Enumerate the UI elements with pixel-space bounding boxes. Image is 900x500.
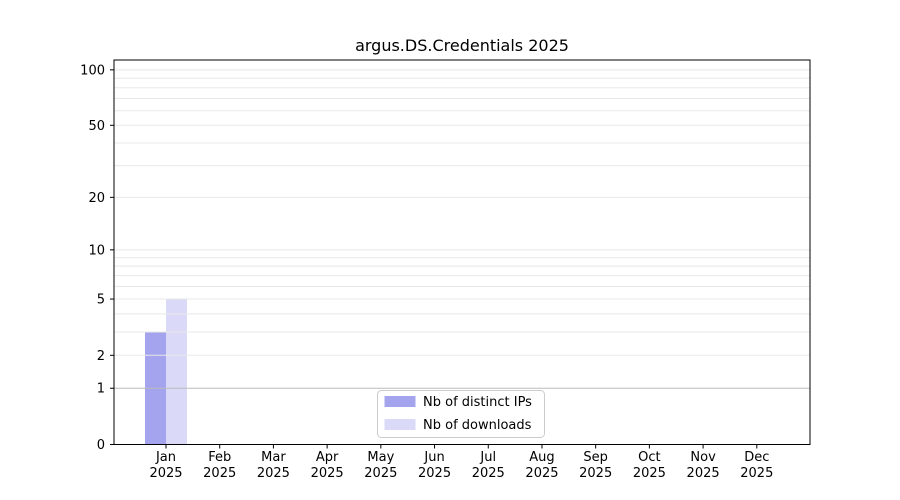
y-tick-label-100: 100 <box>80 63 105 78</box>
gridlines-layer <box>114 69 810 389</box>
legend-label-distinct-ips: Nb of distinct IPs <box>423 395 532 410</box>
chart-title: argus.DS.Credentials 2025 <box>355 36 569 55</box>
y-tick-label-1: 1 <box>97 382 105 397</box>
x-tick-label-oct: Oct 2025 <box>633 450 666 481</box>
x-tick-label-may: May 2025 <box>364 450 397 481</box>
y-tick-label-5: 5 <box>97 293 105 308</box>
y-tick-label-0: 0 <box>97 438 105 453</box>
x-tick-label-mar: Mar 2025 <box>257 450 290 481</box>
x-tick-label-apr: Apr 2025 <box>311 450 344 481</box>
x-tick-label-jun: Jun 2025 <box>418 450 451 481</box>
legend: Nb of distinct IPs Nb of downloads <box>377 390 545 438</box>
legend-box <box>377 390 545 438</box>
x-tick-label-aug: Aug 2025 <box>525 450 558 481</box>
y-tick-label-20: 20 <box>88 191 105 206</box>
x-tick-label-dec: Dec 2025 <box>740 450 773 481</box>
plot-border <box>113 59 811 445</box>
x-tick-label-jan: Jan 2025 <box>149 450 182 481</box>
axes-layer: 0 1 2 5 10 20 50 100 Jan 2025 Feb 2025 Mar 2025 Apr 202… <box>80 63 773 481</box>
legend-swatch-distinct-ips <box>384 396 416 407</box>
x-tick-label-sep: Sep 2025 <box>579 450 612 481</box>
legend-label-downloads: Nb of downloads <box>423 418 532 433</box>
x-tick-label-feb: Feb 2025 <box>203 450 236 481</box>
x-tick-label-nov: Nov 2025 <box>687 450 720 481</box>
bar-nb-of-downloads-jan <box>166 299 187 444</box>
y-tick-label-2: 2 <box>97 349 105 364</box>
x-tick-label-jul: Jul 2025 <box>472 450 505 481</box>
y-tick-label-10: 10 <box>88 243 105 258</box>
y-tick-label-50: 50 <box>88 119 105 134</box>
legend-swatch-downloads <box>384 419 416 430</box>
